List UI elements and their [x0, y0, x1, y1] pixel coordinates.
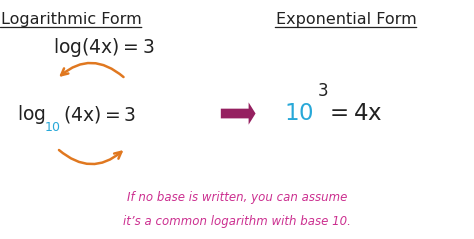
- Text: $\sf{(4x)=3}$: $\sf{(4x)=3}$: [63, 104, 136, 125]
- Text: $\sf{log}$: $\sf{log}$: [17, 103, 46, 126]
- Text: $\sf{10}$: $\sf{10}$: [44, 121, 61, 134]
- Text: $\sf{log(4x)=3}$: $\sf{log(4x)=3}$: [54, 36, 155, 59]
- Text: Exponential Form: Exponential Form: [276, 12, 416, 27]
- Text: $\sf{3}$: $\sf{3}$: [317, 82, 328, 100]
- Text: If no base is written, you can assume: If no base is written, you can assume: [127, 191, 347, 204]
- Text: $\sf{=4x}$: $\sf{=4x}$: [325, 102, 382, 125]
- Text: $\sf{10}$: $\sf{10}$: [284, 102, 314, 125]
- Text: it’s a common logarithm with base 10.: it’s a common logarithm with base 10.: [123, 215, 351, 228]
- Text: Logarithmic Form: Logarithmic Form: [1, 12, 141, 27]
